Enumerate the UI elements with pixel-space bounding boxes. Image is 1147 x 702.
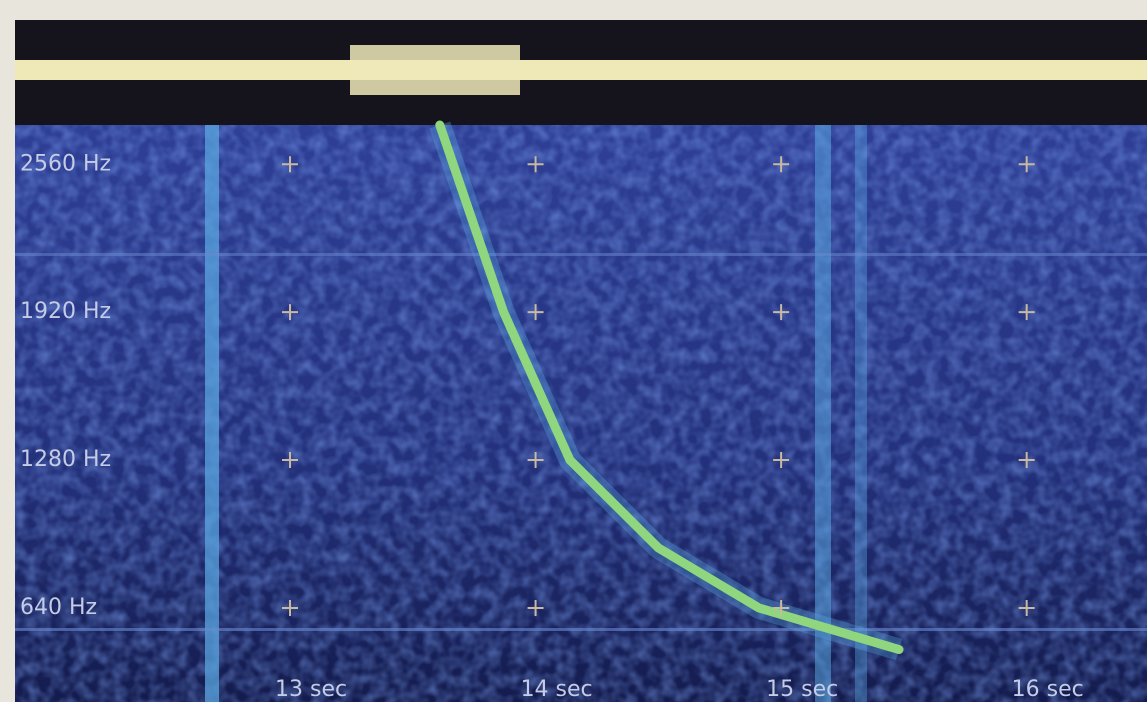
y-tick-label: 1920 Hz	[20, 299, 111, 324]
spectrogram-noise	[15, 125, 1147, 702]
band-line	[15, 253, 1147, 256]
band-line	[15, 628, 1147, 631]
waveform-burst	[350, 45, 520, 95]
x-tick-label: 15 sec	[766, 677, 838, 702]
spheric	[855, 125, 867, 702]
x-tick-label: 14 sec	[521, 677, 593, 702]
y-tick-label: 2560 Hz	[20, 151, 111, 176]
spheric	[205, 125, 219, 702]
x-tick-label: 16 sec	[1012, 677, 1084, 702]
y-tick-label: 1280 Hz	[20, 447, 111, 472]
chart: 640 Hz 1280 Hz 1920 Hz 2560 Hz 13 sec 14 sec 1…	[0, 0, 1147, 702]
waveform-trace	[15, 60, 1147, 80]
x-tick-label: 13 sec	[275, 677, 347, 702]
y-tick-label: 640 Hz	[20, 595, 97, 620]
